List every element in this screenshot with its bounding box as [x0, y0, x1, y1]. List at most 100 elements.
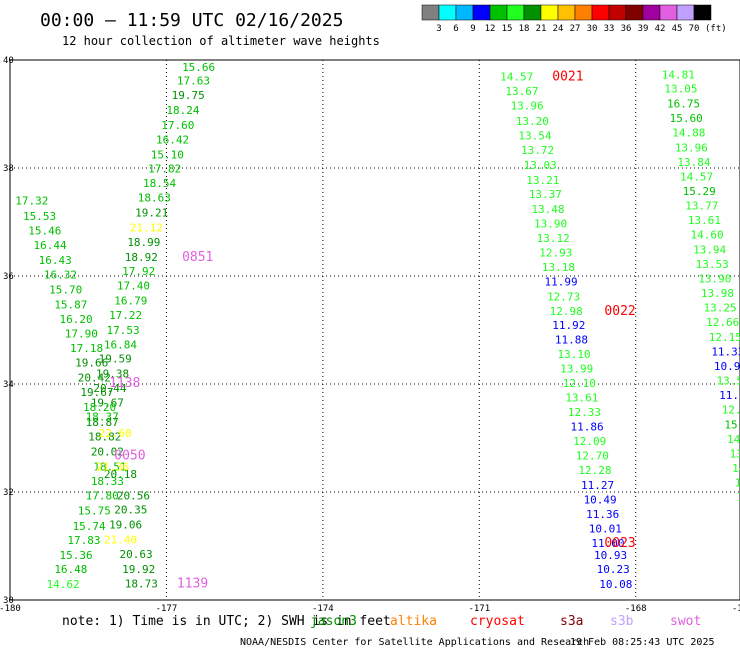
grid-lines [10, 60, 740, 600]
colorbar-label: 39 [638, 24, 649, 34]
chart-title: 00:00 – 11:59 UTC 02/16/2025 [40, 10, 343, 31]
swh-value-label: 10.01 [589, 523, 622, 536]
swh-value-label: 12.23 [722, 404, 740, 417]
swh-value-label: 13.90 [534, 217, 567, 230]
colorbar-unit: (ft) [705, 24, 727, 34]
pass-time-label: 1138 [109, 376, 140, 391]
colorbar-label: 33 [604, 24, 615, 34]
y-tick-label: 32 [3, 488, 14, 498]
swh-value-label: 18.51 [93, 460, 126, 473]
swh-value-label: 13.77 [685, 200, 718, 213]
colorbar-swatch [574, 4, 593, 21]
swh-value-label: 18.82 [88, 431, 121, 444]
swh-value-label: 17.40 [117, 280, 150, 293]
plot-frame [9, 59, 740, 601]
x-tick-label: -171 [468, 604, 490, 614]
footer-credit: NOAA/NESDIS Center for Satellite Applica… [240, 637, 589, 648]
colorbar-label: 70 [689, 24, 700, 34]
colorbar-swatch [693, 4, 712, 21]
pass-time-label: 0022 [604, 304, 635, 319]
swh-value-label: 18.99 [127, 236, 160, 249]
swh-value-label: 15.70 [49, 283, 82, 296]
swh-value-label: 15.75 [78, 505, 111, 518]
swh-value-label: 19.92 [122, 563, 155, 576]
swh-value-label: 11.27 [581, 479, 614, 492]
swh-value-label: 10.93 [594, 549, 627, 562]
swh-value-label: 11.00 [591, 537, 624, 550]
swh-value-label: 11.36 [586, 508, 619, 521]
footer-timestamp: 19 Feb 08:25:43 UTC 2025 [570, 637, 715, 648]
satellite-legend-item: cryosat [470, 614, 525, 629]
colorbar-label: 21 [536, 24, 547, 34]
swh-value-label: 14.22 [727, 433, 740, 446]
swh-value-label: 13.67 [505, 85, 538, 98]
swh-value-label: 19.59 [99, 352, 132, 365]
swh-value-label: 20.63 [120, 548, 153, 561]
swh-value-label: 12.73 [547, 290, 580, 303]
colorbar-swatch [540, 4, 559, 21]
swh-value-label: 18.24 [166, 104, 199, 117]
colorbar-swatch [523, 4, 542, 21]
swh-value-label: 11.88 [555, 334, 588, 347]
colorbar-label: 6 [453, 24, 458, 34]
colorbar-swatch [642, 4, 661, 21]
colorbar-swatch [625, 4, 644, 21]
swh-value-label: 12.10 [563, 377, 596, 390]
swh-value-label: 14.88 [672, 127, 705, 140]
pass-time-label: 0050 [114, 449, 145, 464]
swh-value-label: 11.92 [552, 319, 585, 332]
swh-value-label: 19.21 [135, 207, 168, 220]
colorbar-label: 3 [436, 24, 441, 34]
swh-value-label: 16.84 [104, 338, 137, 351]
swh-value-label: 17.80 [86, 490, 119, 503]
swh-value-label: 15.74 [73, 520, 106, 533]
swh-value-label: 10.49 [584, 493, 617, 506]
swh-value-label: 16.79 [114, 295, 147, 308]
swh-value-label: 13.98 [701, 287, 734, 300]
swh-value-label: 13.55 [717, 375, 740, 388]
swh-value-label: 15.46 [28, 224, 61, 237]
colorbar-label: 18 [519, 24, 530, 34]
swh-value-label: 13.72 [521, 144, 554, 157]
swh-value-label: 15.42 [724, 418, 740, 431]
swh-value-label: 12.33 [568, 406, 601, 419]
swh-value-label: 12.93 [539, 247, 572, 260]
swh-value-label: 20.44 [93, 382, 126, 395]
swh-value-label: 19.06 [109, 519, 142, 532]
pass-labels-layer: 0021 0022 0023 0851 1138 0050 1139 [109, 70, 636, 592]
swh-value-label: 13.99 [560, 363, 593, 376]
swh-value-label: 21.40 [104, 533, 137, 546]
swh-value-label: 16.48 [54, 563, 87, 576]
swh-value-label: 20.35 [114, 504, 147, 517]
swh-value-label: 20.56 [117, 490, 150, 503]
colorbar-swatch [455, 4, 474, 21]
colorbar-swatch [659, 4, 678, 21]
swh-value-label: 20.18 [104, 468, 137, 481]
swh-value-label: 14.57 [500, 71, 533, 84]
swh-value-label: 15.87 [54, 298, 87, 311]
swh-value-label: 13.96 [511, 100, 544, 113]
satellite-legend-item: altika [390, 614, 437, 629]
colorbar-label: 12 [485, 24, 496, 34]
swh-value-label: 16.75 [667, 98, 700, 111]
swh-value-label: 21.12 [130, 222, 163, 235]
swh-value-label: 18.37 [86, 411, 119, 424]
swh-value-label: 12.15 [709, 331, 740, 344]
colorbar-swatch [591, 4, 610, 21]
swh-value-label: 13.94 [693, 243, 726, 256]
satellite-legend: jason3 altika cryosat s3a s3b swot [310, 614, 701, 629]
satellite-legend-item: s3b [610, 614, 634, 629]
swh-value-label: 15.60 [670, 112, 703, 125]
swh-value-label: 15.36 [60, 549, 93, 562]
swh-value-label: 14.81 [662, 68, 695, 81]
swh-value-label: 14.30 [732, 462, 740, 475]
x-tick-label: -174 [312, 604, 334, 614]
swh-value-label: 12.09 [573, 435, 606, 448]
colorbar-label: 36 [621, 24, 632, 34]
swh-value-label: 12.66 [706, 316, 739, 329]
swh-value-label: 20.42 [78, 371, 111, 384]
swh-value-label: 13.48 [531, 203, 564, 216]
swh-value-label: 15.29 [683, 185, 716, 198]
swh-value-label: 17.82 [148, 162, 181, 175]
